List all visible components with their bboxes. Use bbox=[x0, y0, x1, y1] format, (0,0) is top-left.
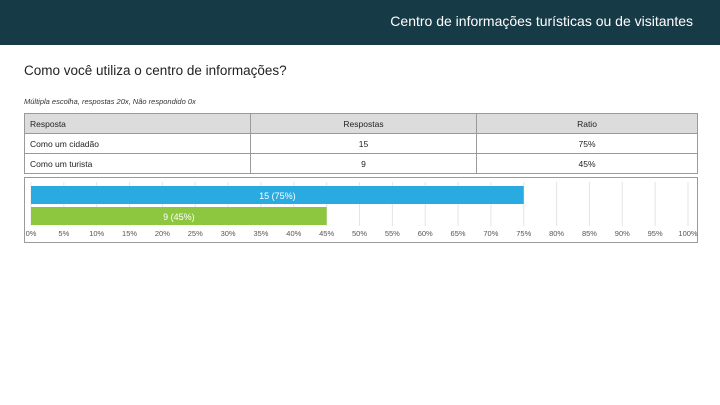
x-tick-label: 75% bbox=[516, 229, 531, 238]
table-row: Como um cidadão 15 75% bbox=[24, 133, 698, 154]
table-cell-count: 9 bbox=[250, 153, 477, 174]
page-title: Centro de informações turísticas ou de v… bbox=[390, 13, 693, 29]
x-tick-label: 55% bbox=[385, 229, 400, 238]
x-tick-label: 20% bbox=[155, 229, 170, 238]
x-tick-label: 50% bbox=[352, 229, 367, 238]
x-tick-label: 70% bbox=[483, 229, 498, 238]
x-tick-label: 60% bbox=[418, 229, 433, 238]
x-tick-label: 80% bbox=[549, 229, 564, 238]
bar-data-label: 9 (45%) bbox=[163, 212, 195, 222]
x-tick-label: 10% bbox=[89, 229, 104, 238]
table-header-row: Resposta Respostas Ratio bbox=[24, 113, 698, 134]
x-tick-label: 45% bbox=[319, 229, 334, 238]
table-cell-answer: Como um turista bbox=[24, 153, 251, 174]
header-bar: Centro de informações turísticas ou de v… bbox=[0, 0, 720, 45]
x-tick-label: 25% bbox=[188, 229, 203, 238]
x-tick-label: 0% bbox=[26, 229, 37, 238]
column-header-resposta: Resposta bbox=[24, 113, 251, 134]
column-header-ratio: Ratio bbox=[476, 113, 698, 134]
table-row: Como um turista 9 45% bbox=[24, 153, 698, 174]
x-tick-label: 90% bbox=[615, 229, 630, 238]
bar-chart: 15 (75%) 9 (45%) 0% 5% 10% 15% 20% 25% 30% 35% 40%… bbox=[24, 177, 698, 243]
x-tick-label: 65% bbox=[451, 229, 466, 238]
question-title: Como você utiliza o centro de informaçõe… bbox=[24, 63, 287, 78]
table-cell-ratio: 75% bbox=[476, 133, 698, 154]
question-meta: Múltipla escolha, respostas 20x, Não res… bbox=[24, 97, 196, 106]
x-tick-label: 15% bbox=[122, 229, 137, 238]
column-header-respostas: Respostas bbox=[250, 113, 477, 134]
table-cell-count: 15 bbox=[250, 133, 477, 154]
bar bbox=[31, 207, 327, 225]
x-tick-label: 35% bbox=[253, 229, 268, 238]
x-tick-label: 40% bbox=[286, 229, 301, 238]
results-table: Resposta Respostas Ratio Como um cidadão… bbox=[24, 113, 698, 174]
table-cell-ratio: 45% bbox=[476, 153, 698, 174]
bar bbox=[31, 186, 524, 204]
bar-data-label: 15 (75%) bbox=[259, 191, 296, 201]
x-tick-label: 30% bbox=[221, 229, 236, 238]
x-tick-label: 95% bbox=[648, 229, 663, 238]
x-tick-label: 100% bbox=[678, 229, 698, 238]
table-cell-answer: Como um cidadão bbox=[24, 133, 251, 154]
bar-chart-svg: 15 (75%) 9 (45%) 0% 5% 10% 15% 20% 25% 30% 35% 40%… bbox=[26, 182, 698, 238]
x-tick-label: 5% bbox=[58, 229, 69, 238]
x-tick-label: 85% bbox=[582, 229, 597, 238]
